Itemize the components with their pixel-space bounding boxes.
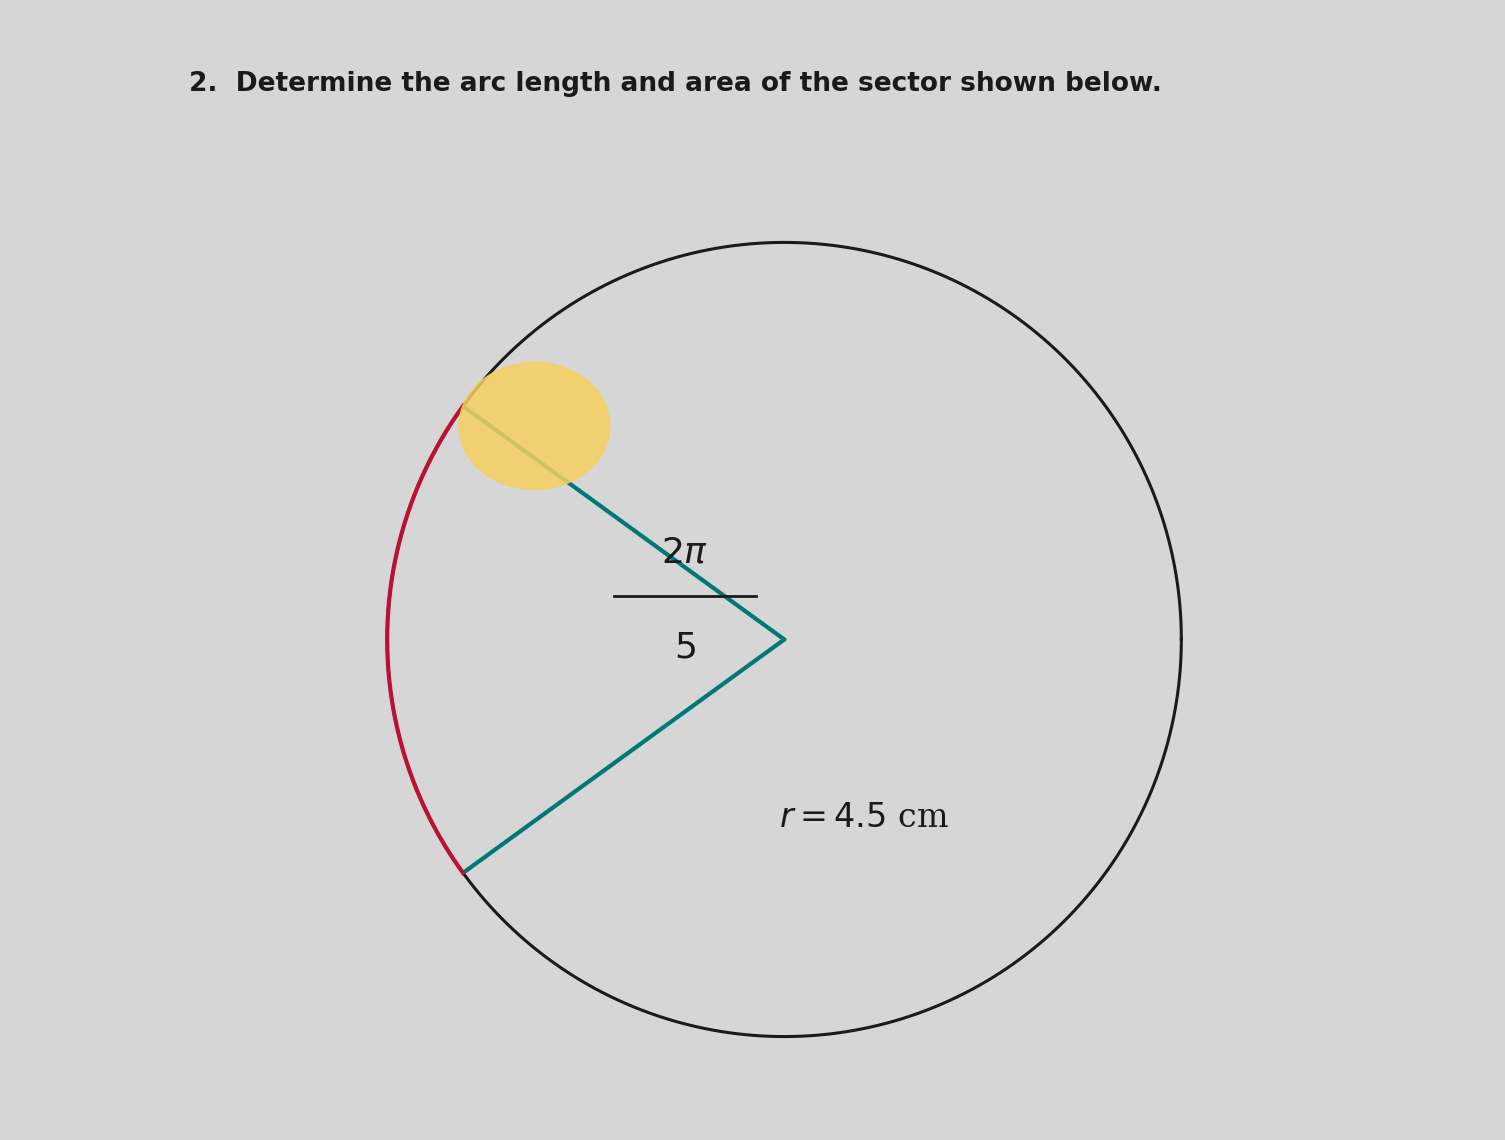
Text: $r = 4.5$ cm: $r = 4.5$ cm	[778, 803, 948, 834]
Text: 2.  Determine the arc length and area of the sector shown below.: 2. Determine the arc length and area of …	[188, 71, 1162, 97]
Text: $5$: $5$	[674, 630, 695, 665]
Text: $2\pi$: $2\pi$	[661, 535, 709, 569]
Ellipse shape	[459, 363, 610, 489]
